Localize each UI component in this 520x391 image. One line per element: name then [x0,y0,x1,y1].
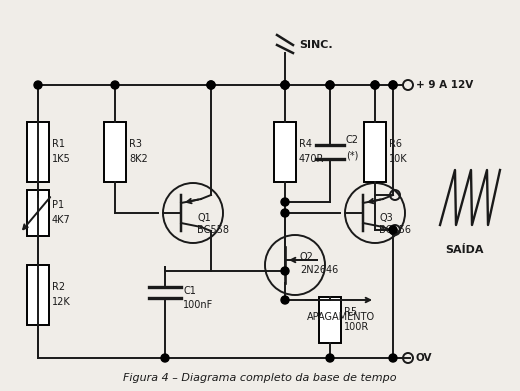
Bar [319,297,341,343]
Circle shape [281,209,289,217]
Text: 12K: 12K [52,297,71,307]
Circle shape [326,354,334,362]
Circle shape [111,81,119,89]
Text: OV: OV [416,353,433,363]
Text: APAGAMENTO: APAGAMENTO [307,312,375,322]
Circle shape [281,198,289,206]
Circle shape [389,354,397,362]
Circle shape [281,81,289,89]
Bar [27,190,49,236]
Text: Q3: Q3 [379,213,393,223]
Text: 10K: 10K [389,154,408,164]
Text: SINC.: SINC. [299,40,333,50]
Text: BC556: BC556 [379,225,411,235]
Text: + 9 A 12V: + 9 A 12V [416,80,473,90]
Circle shape [207,81,215,89]
Text: R6: R6 [389,139,402,149]
Bar [27,122,49,182]
Text: 100R: 100R [344,322,369,332]
Text: Figura 4 – Diagrama completo da base de tempo: Figura 4 – Diagrama completo da base de … [123,373,397,383]
Bar [274,122,296,182]
Circle shape [281,296,289,304]
Text: BC558: BC558 [197,225,229,235]
Text: (*): (*) [346,151,358,161]
Circle shape [281,81,289,89]
Bar [364,122,386,182]
Text: R5: R5 [344,307,357,317]
Text: 1K5: 1K5 [52,154,71,164]
Text: P1: P1 [52,200,64,210]
Circle shape [281,267,289,275]
Text: C2: C2 [346,135,359,145]
Bar [27,265,49,325]
Text: 100nF: 100nF [183,300,213,310]
Text: Q1: Q1 [197,213,211,223]
Text: 8K2: 8K2 [129,154,148,164]
Text: R4: R4 [299,139,312,149]
Circle shape [326,81,334,89]
Circle shape [371,81,379,89]
Text: Q2: Q2 [300,252,314,262]
Circle shape [371,81,379,89]
Circle shape [207,81,215,89]
Text: R1: R1 [52,139,65,149]
Circle shape [389,81,397,89]
Text: 2N2646: 2N2646 [300,265,338,275]
Circle shape [34,81,42,89]
Circle shape [326,81,334,89]
Circle shape [281,81,289,89]
Bar [104,122,126,182]
Text: C1: C1 [183,286,196,296]
Text: SAÍDA: SAÍDA [445,245,483,255]
Circle shape [161,354,169,362]
Text: 470R: 470R [299,154,324,164]
Circle shape [389,81,397,89]
Text: R3: R3 [129,139,142,149]
Text: 4K7: 4K7 [52,215,71,225]
Circle shape [389,226,397,234]
Text: R2: R2 [52,282,65,292]
